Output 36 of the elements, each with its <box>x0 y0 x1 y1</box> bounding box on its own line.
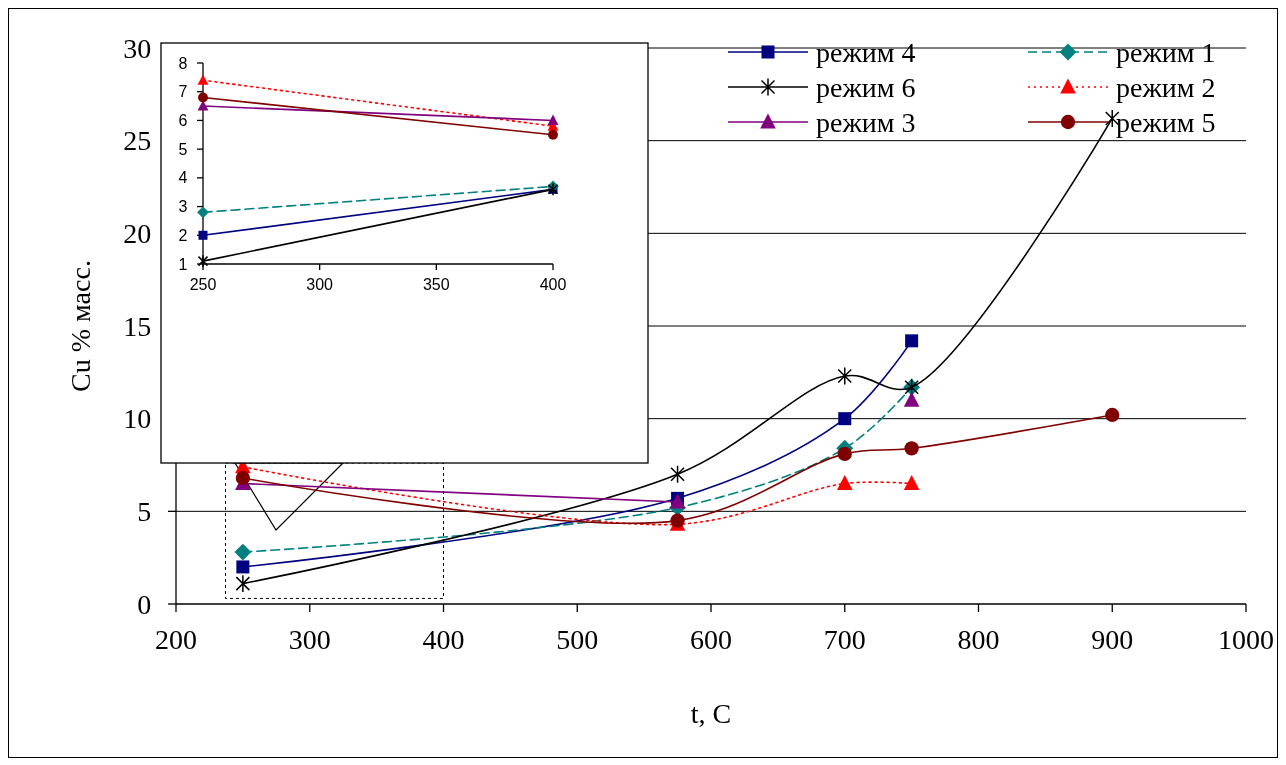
x-tick-label: 300 <box>306 275 334 293</box>
x-tick-label: 400 <box>422 623 465 655</box>
x-tick-label: 800 <box>957 623 1000 655</box>
x-tick-label: 300 <box>288 623 331 655</box>
legend-label: режим 1 <box>1116 36 1216 68</box>
y-tick-label: 8 <box>178 54 188 72</box>
y-tick-label: 3 <box>178 198 188 216</box>
x-tick-label: 350 <box>422 275 450 293</box>
x-tick-label: 1000 <box>1218 623 1274 655</box>
x-tick-label: 500 <box>556 623 599 655</box>
y-tick-label: 6 <box>178 112 188 130</box>
y-tick-label: 25 <box>123 125 152 157</box>
x-tick-label: 250 <box>189 275 217 293</box>
legend-label: режим 2 <box>1116 71 1216 103</box>
y-tick-label: 2 <box>178 226 188 244</box>
y-tick-label: 4 <box>178 169 188 187</box>
y-tick-label: 0 <box>137 588 152 620</box>
y-tick-label: 10 <box>123 403 152 435</box>
x-tick-label: 700 <box>823 623 866 655</box>
y-tick-label: 20 <box>123 218 152 250</box>
x-axis-title: t, C <box>690 698 732 729</box>
y-tick-label: 5 <box>178 140 188 158</box>
legend-label: режим 5 <box>1116 106 1216 138</box>
x-tick-label: 900 <box>1091 623 1134 655</box>
y-tick-label: 15 <box>123 310 152 342</box>
x-tick-label: 600 <box>690 623 732 655</box>
y-tick-label: 30 <box>123 32 152 64</box>
y-tick-label: 5 <box>137 496 152 528</box>
x-tick-label: 400 <box>539 275 567 293</box>
x-tick-label: 200 <box>155 623 197 655</box>
legend-label: режим 4 <box>816 36 916 68</box>
legend-label: режим 6 <box>816 71 916 103</box>
y-axis-title: Cu % масс. <box>65 260 96 392</box>
y-tick-label: 1 <box>178 255 188 273</box>
legend-label: режим 3 <box>816 106 916 138</box>
y-tick-label: 7 <box>178 83 188 101</box>
